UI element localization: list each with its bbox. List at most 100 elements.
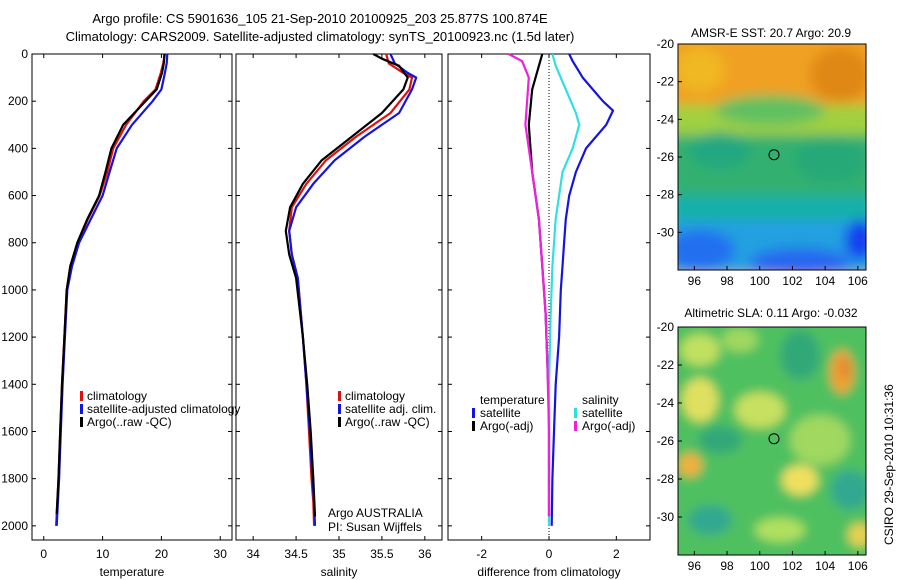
legend-label: Argo(-adj)	[480, 419, 533, 433]
legend-swatch	[472, 421, 475, 431]
x-tick-label: 30	[214, 547, 228, 561]
map-x-tick-label: 100	[750, 274, 770, 288]
x-axis-label: temperature	[100, 565, 165, 579]
x-tick-label: 10	[96, 547, 110, 561]
legend-swatch	[80, 404, 83, 414]
map-y-tick-label: -24	[657, 112, 675, 126]
x-tick-label: 0	[546, 547, 553, 561]
x-tick-label: 34.5	[284, 547, 308, 561]
panel-frame	[235, 53, 443, 541]
x-tick-label: 35.5	[370, 547, 394, 561]
sst-map: AMSR-E SST: 20.7 Argo: 20.9	[677, 26, 867, 271]
map-x-tick-label: 106	[848, 274, 868, 288]
legend-swatch	[338, 391, 341, 401]
legend-header-salinity: salinity	[582, 393, 619, 407]
series-line-satellite-adj-clim-	[288, 53, 418, 526]
y-tick-label: 600	[8, 189, 28, 203]
legend-label: climatology	[345, 389, 405, 403]
y-tick-label: 800	[8, 236, 28, 250]
map-y-tick-label: -26	[657, 434, 675, 448]
panel-frame	[31, 53, 233, 541]
sla-heatmap	[678, 327, 866, 555]
legend-swatch	[338, 404, 341, 414]
legend-label: Argo(..raw -QC)	[345, 415, 430, 429]
legend-swatch	[574, 408, 577, 418]
map-x-tick-label: 102	[782, 274, 802, 288]
x-tick-label: 36	[418, 547, 432, 561]
map-y-tick-label: -24	[657, 396, 675, 410]
series-line-climatology	[288, 53, 414, 526]
panel-temperature: 0 10 20 30 temperature 0 200 400 600 800 1000 1200 1…	[1, 47, 240, 579]
sla-map-title: Altimetric SLA: 0.11 Argo: -0.032	[684, 306, 858, 320]
map-x-tick-label: 96	[688, 559, 702, 573]
panel-difference: -2 0 2 difference from climatology temperatu…	[447, 53, 651, 579]
legend-swatch	[338, 417, 341, 427]
map-y-tick-label: -30	[657, 510, 675, 524]
series-line-salinity-argo-adj-	[508, 53, 551, 517]
map-axes-sst_map: 96 98 100 102 104 106 -20 -22 -24 -26 -28 -30	[657, 37, 869, 288]
legend-swatch	[80, 417, 83, 427]
series-line-temperature-argo-adj-	[527, 53, 551, 517]
y-tick-label: 1200	[1, 330, 28, 344]
x-axis-label: difference from climatology	[477, 565, 620, 579]
sst-map-title: AMSR-E SST: 20.7 Argo: 20.9	[691, 26, 851, 40]
legend-label: climatology	[87, 389, 147, 403]
legend-label: satellite adj. clim.	[345, 402, 436, 416]
x-axis-label: salinity	[321, 565, 358, 579]
sla-map: Altimetric SLA: 0.11 Argo: -0.032	[677, 306, 867, 556]
map-x-tick-label: 102	[782, 559, 802, 573]
map-x-tick-label: 98	[720, 274, 734, 288]
side-note: CSIRO 29-Sep-2010 10:31:36	[882, 384, 896, 545]
y-tick-label: 200	[8, 94, 28, 108]
map-y-tick-label: -20	[657, 37, 675, 51]
y-tick-label: 400	[8, 141, 28, 155]
map-y-tick-label: -20	[657, 320, 675, 334]
y-tick-label: 2000	[1, 519, 28, 533]
legend-header-temperature: temperature	[480, 393, 545, 407]
legend-label: satellite-adjusted climatology	[87, 402, 240, 416]
map-x-tick-label: 104	[815, 559, 835, 573]
y-tick-label: 1800	[1, 472, 28, 486]
map-x-tick-label: 100	[750, 559, 770, 573]
series-line-salinity-satellite	[547, 53, 581, 526]
legend-label: Argo(-adj)	[582, 419, 635, 433]
x-tick-label: 35	[332, 547, 346, 561]
figure-title-line2: Climatology: CARS2009. Satellite-adjuste…	[66, 29, 575, 44]
map-y-tick-label: -30	[657, 225, 675, 239]
y-tick-label: 1000	[1, 283, 28, 297]
panel-salinity: 34 34.5 35 35.5 36 salinity climatologysatelli…	[235, 53, 443, 579]
annotation-pi: PI: Susan Wijffels	[328, 520, 422, 534]
map-y-tick-label: -28	[657, 188, 675, 202]
series-line-temperature-satellite	[550, 53, 615, 526]
annotation-argo-australia: Argo AUSTRALIA	[328, 506, 423, 520]
series-line-argo-raw-qc-	[55, 53, 166, 515]
y-tick-label: 1400	[1, 377, 28, 391]
map-x-tick-label: 106	[848, 559, 868, 573]
plot-layer: 0 10 20 30temperature0200400600800100012001…	[1, 37, 868, 579]
map-x-tick-label: 104	[815, 274, 835, 288]
figure-title-line1: Argo profile: CS 5901636_105 21-Sep-2010…	[92, 11, 548, 26]
x-tick-label: 2	[613, 547, 620, 561]
legend-swatch	[472, 408, 475, 418]
legend-swatch	[574, 421, 577, 431]
map-y-tick-label: -26	[657, 150, 675, 164]
legend-label: satellite	[480, 406, 521, 420]
y-tick-label: 1600	[1, 424, 28, 438]
series-line-satellite-adjusted-climatology	[55, 53, 169, 526]
sst-heatmap	[678, 44, 866, 270]
x-tick-label: 34	[246, 547, 260, 561]
series-line-argo-raw-qc-	[284, 53, 409, 517]
series-line-climatology	[55, 53, 166, 526]
x-tick-label: 0	[40, 547, 47, 561]
legend-swatch	[80, 391, 83, 401]
map-axes-sla_map: 96 98 100 102 104 106 -20 -22 -24 -26 -28 -30	[657, 320, 869, 573]
map-x-tick-label: 98	[720, 559, 734, 573]
legend-label: satellite	[582, 406, 623, 420]
map-y-tick-label: -28	[657, 472, 675, 486]
x-tick-label: 20	[155, 547, 169, 561]
sla-argo-marker	[768, 433, 780, 445]
y-tick-label: 0	[21, 47, 28, 61]
map-y-tick-label: -22	[657, 75, 675, 89]
sst-argo-marker	[768, 149, 780, 161]
